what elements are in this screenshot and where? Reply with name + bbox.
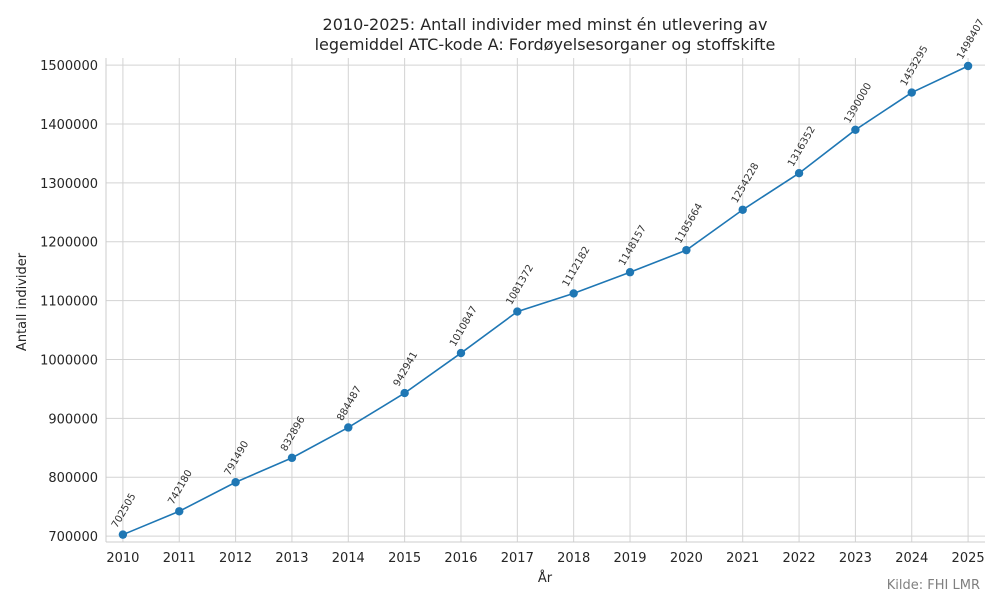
data-label: 1148157: [617, 224, 649, 268]
y-tick-label: 800000: [48, 471, 98, 486]
x-tick-label: 2019: [613, 551, 646, 566]
x-tick-label: 2020: [670, 551, 703, 566]
x-tick-label: 2023: [839, 551, 872, 566]
data-point: [175, 507, 184, 516]
x-tick-label: 2024: [895, 551, 928, 566]
y-tick-label: 1100000: [40, 295, 98, 310]
x-tick-label: 2017: [501, 551, 534, 566]
x-tick-label: 2013: [275, 551, 308, 566]
chart-title-line-2: legemiddel ATC-kode A: Fordøyelsesorgane…: [315, 35, 776, 54]
data-point: [456, 348, 466, 358]
data-point: [794, 168, 804, 178]
data-point: [400, 388, 409, 398]
y-tick-label: 900000: [48, 412, 98, 427]
data-point: [682, 245, 691, 255]
tick-labels: 2010 2011 2012 2013 2014 2015 2016 2017 2018 2019…: [40, 59, 985, 566]
y-tick-label: 1500000: [40, 59, 98, 74]
data-point: [963, 61, 973, 71]
y-tick-label: 1200000: [40, 236, 98, 251]
data-point: [625, 268, 635, 277]
x-tick-label: 2010: [106, 551, 139, 566]
x-tick-label: 2016: [444, 551, 477, 566]
data-label: 1453295: [899, 44, 931, 88]
series-line: [122, 65, 969, 536]
x-tick-label: 2015: [388, 551, 421, 566]
y-tick-label: 700000: [48, 530, 98, 545]
data-label: 702505: [110, 492, 139, 531]
x-tick-label: 2022: [783, 551, 816, 566]
y-tick-label: 1300000: [40, 177, 98, 192]
data-label: 742180: [166, 468, 195, 507]
x-tick-label: 2018: [557, 551, 590, 566]
x-tick-label: 2011: [163, 551, 196, 566]
data-point: [344, 423, 353, 432]
data-point: [851, 125, 860, 135]
data-label: 832896: [279, 415, 308, 454]
data-point: [231, 478, 240, 487]
x-axis-label: År: [538, 570, 553, 586]
data-label: 1185664: [673, 202, 705, 246]
data-label: 942941: [392, 350, 421, 389]
axes: [105, 58, 985, 543]
chart-title-line-1: 2010-2025: Antall individer med minst én…: [323, 15, 768, 34]
series: [118, 61, 973, 539]
data-point: [287, 453, 297, 463]
x-tick-label: 2025: [952, 551, 985, 566]
data-label: 791490: [223, 439, 252, 478]
x-tick-label: 2014: [332, 551, 365, 566]
data-label: 884487: [335, 384, 364, 423]
grid: [106, 58, 985, 542]
x-tick-label: 2021: [726, 551, 759, 566]
y-tick-label: 1400000: [40, 118, 98, 133]
data-label: 1390000: [842, 81, 874, 125]
data-point: [118, 530, 128, 539]
x-tick-label: 2012: [219, 551, 252, 566]
data-point: [738, 205, 747, 214]
y-axis-label: Antall individer: [15, 252, 30, 351]
data-point: [513, 307, 522, 316]
data-point: [569, 289, 578, 298]
source-note: Kilde: FHI LMR: [886, 578, 980, 593]
y-tick-label: 1000000: [40, 353, 98, 368]
data-point: [907, 88, 916, 97]
data-label: 1498407: [955, 17, 987, 61]
data-label: 1112182: [561, 245, 593, 289]
